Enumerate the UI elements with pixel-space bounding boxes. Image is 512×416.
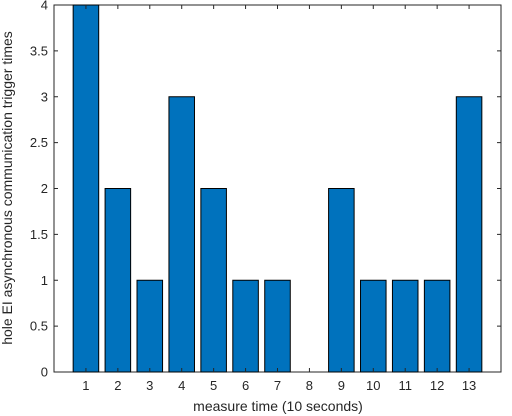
bar-9	[328, 188, 355, 373]
y-tick-label-2.5: 2.5	[30, 135, 48, 150]
x-tick-label-12: 12	[430, 378, 444, 393]
y-axis: 0 0.5 1 1.5 2 2.5 3 3.5 4	[30, 0, 501, 380]
x-tick-label-11: 11	[398, 378, 412, 393]
x-tick-label-2: 2	[114, 378, 121, 393]
y-tick-label-0.5: 0.5	[30, 319, 48, 334]
x-tick-label-3: 3	[146, 378, 153, 393]
y-axis-label: hole EI asynchronous communication trigg…	[0, 31, 15, 345]
bar-11	[391, 279, 419, 373]
bars-group	[72, 4, 483, 373]
y-tick-label-1: 1	[41, 273, 48, 288]
x-axis-label: measure time (10 seconds)	[193, 398, 363, 414]
bar-12	[423, 279, 451, 373]
bar-10	[360, 279, 387, 373]
y-tick-label-3.5: 3.5	[30, 43, 48, 58]
x-tick-label-10: 10	[366, 378, 380, 393]
y-tick-label-2: 2	[41, 181, 48, 196]
x-tick-label-4: 4	[178, 378, 185, 393]
y-tick-label-1.5: 1.5	[30, 227, 48, 242]
x-tick-label-5: 5	[210, 378, 217, 393]
bar-4	[168, 96, 195, 373]
bar-2	[104, 188, 132, 373]
x-tick-label-9: 9	[338, 378, 345, 393]
bar-5	[200, 188, 227, 373]
bar-7	[264, 279, 291, 373]
y-tick-label-0: 0	[41, 365, 48, 380]
y-tick-label-3: 3	[41, 89, 48, 104]
x-tick-label-8: 8	[306, 378, 313, 393]
bar-6	[232, 279, 259, 373]
x-tick-label-7: 7	[274, 378, 281, 393]
x-tick-label-1: 1	[82, 378, 89, 393]
x-tick-label-6: 6	[242, 378, 249, 393]
bar-1	[72, 4, 100, 373]
x-axis: 1 2 3 4 5 6 7 8 9 10 11 12 13	[82, 5, 476, 393]
x-tick-label-13: 13	[462, 378, 476, 393]
bar-13	[455, 96, 483, 373]
y-tick-label-4: 4	[41, 0, 48, 13]
bar-3	[136, 279, 164, 373]
